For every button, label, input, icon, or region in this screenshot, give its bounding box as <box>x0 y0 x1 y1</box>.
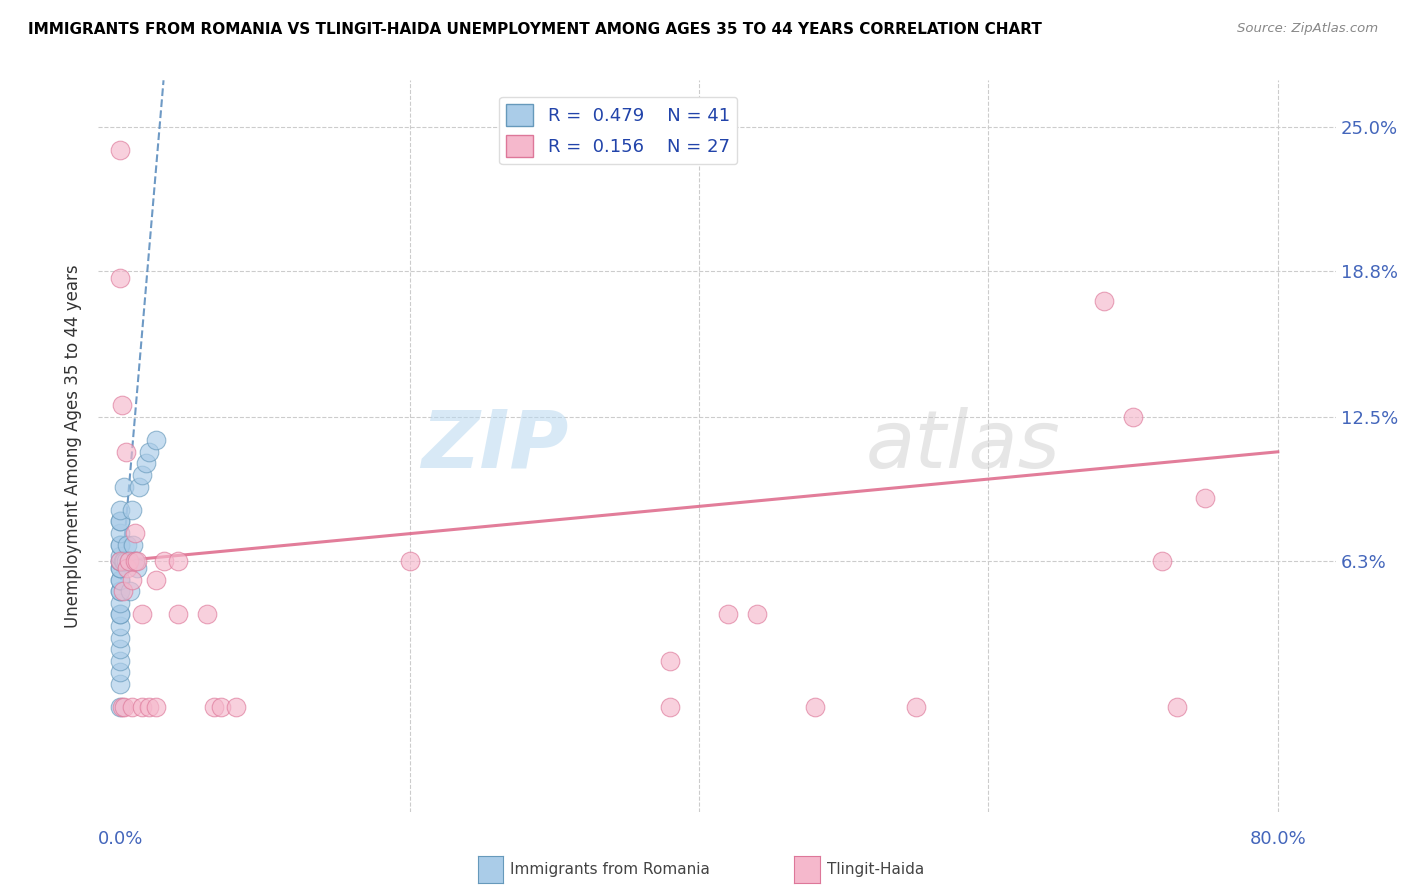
Text: atlas: atlas <box>866 407 1060 485</box>
Point <box>131 607 153 622</box>
Point <box>167 554 190 568</box>
Point <box>108 596 131 610</box>
Point <box>111 584 134 599</box>
Point <box>114 554 136 568</box>
Point <box>108 143 131 157</box>
Text: IMMIGRANTS FROM ROMANIA VS TLINGIT-HAIDA UNEMPLOYMENT AMONG AGES 35 TO 44 YEARS : IMMIGRANTS FROM ROMANIA VS TLINGIT-HAIDA… <box>28 22 1042 37</box>
Point <box>108 573 131 587</box>
Text: Tlingit-Haida: Tlingit-Haida <box>827 863 924 877</box>
Legend: R =  0.479    N = 41, R =  0.156    N = 27: R = 0.479 N = 41, R = 0.156 N = 27 <box>499 96 737 164</box>
Point <box>202 700 225 714</box>
Y-axis label: Unemployment Among Ages 35 to 44 years: Unemployment Among Ages 35 to 44 years <box>65 264 83 628</box>
Point <box>128 480 150 494</box>
Point <box>108 654 131 668</box>
Text: Source: ZipAtlas.com: Source: ZipAtlas.com <box>1237 22 1378 36</box>
Point <box>108 549 131 564</box>
Text: 80.0%: 80.0% <box>1250 830 1306 848</box>
Point <box>398 554 420 568</box>
Point <box>145 573 167 587</box>
Point <box>108 270 131 285</box>
Point <box>135 457 157 471</box>
Point <box>1150 554 1173 568</box>
Point <box>122 538 145 552</box>
Point <box>803 700 825 714</box>
Point <box>745 607 768 622</box>
Point <box>121 700 143 714</box>
Point <box>1092 293 1115 308</box>
Point <box>131 700 153 714</box>
Point <box>115 554 138 568</box>
Point <box>209 700 232 714</box>
Point <box>108 584 131 599</box>
Point <box>108 619 131 633</box>
Point <box>108 607 131 622</box>
Point <box>195 607 218 622</box>
Point <box>108 607 131 622</box>
Point <box>111 554 134 568</box>
Point <box>108 554 131 568</box>
Point <box>1194 491 1216 506</box>
Point <box>108 503 131 517</box>
Point <box>145 433 167 447</box>
Text: 0.0%: 0.0% <box>97 830 143 848</box>
Point <box>117 561 139 575</box>
Point <box>124 554 146 568</box>
Point <box>127 554 149 568</box>
Point <box>124 554 146 568</box>
Point <box>108 665 131 680</box>
Point <box>108 573 131 587</box>
Point <box>117 538 139 552</box>
Point <box>110 398 132 412</box>
Point <box>138 700 160 714</box>
Point <box>108 677 131 691</box>
Point <box>108 561 131 575</box>
Point <box>121 573 143 587</box>
Point <box>108 526 131 541</box>
Point <box>110 700 132 714</box>
Point <box>108 642 131 657</box>
Point <box>108 554 131 568</box>
Point <box>659 654 682 668</box>
Point <box>108 515 131 529</box>
Point <box>115 445 138 459</box>
Point <box>124 526 146 541</box>
Point <box>145 700 167 714</box>
Text: Immigrants from Romania: Immigrants from Romania <box>510 863 710 877</box>
Point <box>114 480 136 494</box>
Point <box>167 607 190 622</box>
Point <box>108 700 131 714</box>
Point <box>717 607 740 622</box>
Point <box>118 554 141 568</box>
Point <box>138 445 160 459</box>
Point <box>108 561 131 575</box>
Point <box>108 554 131 568</box>
Point <box>127 561 149 575</box>
Point <box>225 700 247 714</box>
Point <box>120 584 142 599</box>
Point <box>121 503 143 517</box>
Point <box>905 700 928 714</box>
Point <box>108 515 131 529</box>
Text: ZIP: ZIP <box>422 407 568 485</box>
Point <box>108 538 131 552</box>
Point <box>152 554 174 568</box>
Point <box>131 468 153 483</box>
Point <box>118 554 141 568</box>
Point <box>659 700 682 714</box>
Point <box>108 631 131 645</box>
Point <box>1122 409 1144 424</box>
Point <box>114 700 136 714</box>
Point <box>108 538 131 552</box>
Point <box>1166 700 1188 714</box>
Point <box>108 584 131 599</box>
